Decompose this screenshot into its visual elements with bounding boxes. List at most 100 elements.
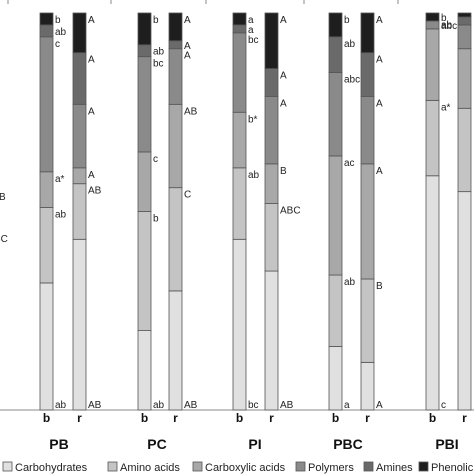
bar-segment-pbc-b-5 [328, 12, 343, 38]
bar-segment-pbi-b-3 [425, 20, 440, 30]
bar-segment-pbc-b-2 [328, 155, 343, 276]
bar-segment-pi-r-0 [264, 270, 279, 411]
significance-label: ab [153, 400, 165, 411]
bar-segment-pbc-b-0 [328, 346, 343, 411]
significance-label: a [344, 400, 350, 411]
bar-segment-pi-b-2 [232, 111, 247, 169]
significance-label: C [184, 190, 191, 201]
legend-label: Carboxylic acids [205, 462, 286, 474]
bar-segment-pbi-r-5 [457, 12, 472, 18]
bar-segment-pbi-b-2 [425, 28, 440, 101]
significance-label: A [88, 170, 95, 181]
bar-category-label: b [236, 411, 243, 425]
bar-segment-pbc-b-3 [328, 72, 343, 157]
significance-label: A [88, 55, 95, 66]
bar-segment-pbc-r-1 [360, 278, 375, 363]
group-label: PBI [435, 436, 458, 452]
significance-label: abc [344, 75, 360, 86]
significance-label: abc [441, 21, 457, 32]
bars-layer: ababa*cabbbABABAAAArabbcbcabbbABCABAAArb… [39, 12, 472, 452]
bar-segment-pi-r-1 [264, 203, 279, 272]
bar-segment-pbi-r-2 [457, 48, 472, 109]
significance-label: a* [441, 102, 451, 113]
significance-label: A [376, 55, 383, 66]
significance-label: ABC [280, 206, 301, 217]
bar-segment-pi-r-2 [264, 163, 279, 204]
bar-segment-pb-b-4 [39, 24, 54, 38]
group-label: PC [147, 436, 166, 452]
bar-segment-pc-r-1 [168, 187, 183, 292]
significance-label: ab [55, 27, 67, 38]
significance-label: c [153, 154, 158, 165]
group-label: PBC [333, 436, 363, 452]
bar-segment-pc-r-3 [168, 48, 183, 105]
legend-swatch [295, 461, 306, 472]
bar-segment-pi-b-1 [232, 167, 247, 240]
bar-segment-pi-b-4 [232, 24, 247, 34]
significance-label: A [184, 41, 191, 52]
bar-segment-pc-r-2 [168, 103, 183, 189]
significance-label: A [376, 15, 383, 26]
group-label: PB [49, 436, 68, 452]
significance-label: b [153, 15, 159, 26]
bar-segment-pc-b-0 [137, 330, 152, 411]
bar-segment-pbi-r-0 [457, 191, 472, 411]
significance-label: c [55, 39, 60, 50]
significance-label: bc [248, 35, 259, 46]
bar-category-label: b [429, 411, 436, 425]
significance-label: b [441, 13, 447, 24]
bar-segment-pb-b-3 [39, 36, 54, 173]
legend-swatch [418, 461, 429, 472]
significance-label: ab [55, 400, 67, 411]
bar-category-label: r [269, 411, 274, 425]
bar-segment-pb-r-5 [72, 12, 87, 54]
bar-segment-pbc-r-5 [360, 12, 375, 54]
bar-segment-pb-b-2 [39, 171, 54, 208]
top-axis-ticks [7, 0, 399, 4]
significance-label: A [280, 98, 287, 109]
significance-label: B [280, 166, 287, 177]
bar-segment-pc-r-4 [168, 40, 183, 50]
significance-label: b [344, 15, 350, 26]
bar-segment-pbi-b-5 [425, 12, 440, 22]
significance-label: A [376, 166, 383, 177]
legend-swatch [107, 461, 118, 472]
left-cut-label: B [0, 192, 6, 203]
legend: Carbohydrates Amino acids Carboxylic acids… [2, 461, 474, 474]
bar-segment-pc-b-4 [137, 44, 152, 58]
bar-segment-pc-r-5 [168, 12, 183, 42]
significance-label: ab [153, 47, 165, 58]
bar-segment-pc-b-1 [137, 211, 152, 331]
bar-segment-pbi-r-1 [457, 107, 472, 193]
bar-segment-pb-r-2 [72, 167, 87, 185]
left-cut-labels: B BC [0, 192, 8, 245]
bar-segment-pbc-b-4 [328, 36, 343, 73]
bar-segment-pbi-b-1 [425, 99, 440, 177]
significance-label: AB [184, 400, 198, 411]
significance-label: c [441, 400, 446, 411]
bar-segment-pi-r-5 [264, 12, 279, 69]
bar-segment-pi-r-4 [264, 68, 279, 97]
legend-label: Polymers [308, 462, 354, 474]
significance-label: ab [441, 20, 453, 31]
bar-segment-pi-b-0 [232, 238, 247, 411]
significance-label: AB [280, 400, 294, 411]
bar-segment-pb-b-0 [39, 282, 54, 411]
bar-category-label: b [43, 411, 50, 425]
significance-label: bc [248, 400, 259, 411]
legend-label: Amino acids [120, 462, 180, 474]
significance-label: bc [153, 59, 164, 70]
significance-label: B [376, 281, 383, 292]
bar-segment-pb-r-0 [72, 238, 87, 411]
bar-category-label: r [462, 411, 467, 425]
bar-segment-pbi-b-0 [425, 175, 440, 411]
left-cut-label: BC [0, 234, 8, 245]
group-label: PI [248, 436, 261, 452]
bar-segment-pbi-r-3 [457, 24, 472, 50]
significance-label: b [153, 214, 159, 225]
significance-label: ab [248, 170, 260, 181]
bar-segment-pc-r-0 [168, 290, 183, 411]
significance-label: ab [344, 39, 356, 50]
significance-label: A [184, 51, 191, 62]
